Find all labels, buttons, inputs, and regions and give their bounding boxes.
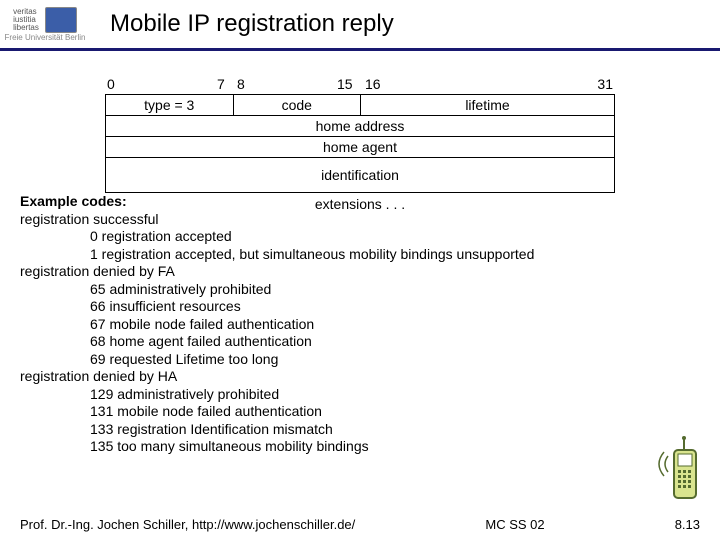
bit-ruler: 0 7 8 15 16 31 xyxy=(105,76,615,94)
field-home-address: home address xyxy=(106,116,614,136)
field-code: code xyxy=(234,95,362,115)
code-line: 129 administratively prohibited xyxy=(90,386,700,404)
university-logo: veritas iustitia libertas Freie Universi… xyxy=(0,7,90,42)
example-codes: Example codes: registration successful 0… xyxy=(20,193,700,456)
bit-label: 16 xyxy=(365,76,381,92)
field-extensions: extensions . . . xyxy=(105,193,615,215)
code-line: 68 home agent failed authentication xyxy=(90,333,700,351)
code-line: 0 registration accepted xyxy=(90,228,700,246)
bit-label: 8 xyxy=(237,76,245,92)
field-home-agent: home agent xyxy=(106,137,614,157)
code-line: 135 too many simultaneous mobility bindi… xyxy=(90,438,700,456)
code-line: 1 registration accepted, but simultaneou… xyxy=(90,246,700,264)
footer-course: MC SS 02 xyxy=(485,517,544,532)
university-name: Freie Universität Berlin xyxy=(5,34,86,42)
code-line: 65 administratively prohibited xyxy=(90,281,700,299)
field-type: type = 3 xyxy=(106,95,234,115)
bit-label: 7 xyxy=(217,76,225,92)
bit-label: 15 xyxy=(337,76,353,92)
slide-title: Mobile IP registration reply xyxy=(110,10,394,38)
codes-heading: Example codes: xyxy=(20,193,127,209)
slide-footer: Prof. Dr.-Ing. Jochen Schiller, http://w… xyxy=(20,517,700,532)
code-group: registration denied by FA xyxy=(20,263,700,281)
code-line: 67 mobile node failed authentication xyxy=(90,316,700,334)
packet-row: extensions . . . xyxy=(105,193,615,215)
motto-line: libertas xyxy=(13,24,39,32)
footer-page: 8.13 xyxy=(675,517,700,532)
code-line: 69 requested Lifetime too long xyxy=(90,351,700,369)
code-line: 131 mobile node failed authentication xyxy=(90,403,700,421)
packet-row: identification xyxy=(105,158,615,193)
packet-row: home agent xyxy=(105,137,615,158)
code-line: 133 registration Identification mismatch xyxy=(90,421,700,439)
slide-header: veritas iustitia libertas Freie Universi… xyxy=(0,0,720,51)
packet-diagram: 0 7 8 15 16 31 type = 3 code lifetime ho… xyxy=(105,76,615,215)
packet-row: home address xyxy=(105,116,615,137)
mobile-phone-icon xyxy=(656,436,706,506)
crest-icon xyxy=(45,7,77,33)
bit-label: 31 xyxy=(597,76,613,92)
motto: veritas iustitia libertas xyxy=(13,8,39,32)
packet-row: type = 3 code lifetime xyxy=(105,94,615,116)
field-identification: identification xyxy=(106,158,614,192)
footer-author: Prof. Dr.-Ing. Jochen Schiller, http://w… xyxy=(20,517,355,532)
field-lifetime: lifetime xyxy=(361,95,614,115)
bit-label: 0 xyxy=(107,76,115,92)
code-group: registration denied by HA xyxy=(20,368,700,386)
code-line: 66 insufficient resources xyxy=(90,298,700,316)
